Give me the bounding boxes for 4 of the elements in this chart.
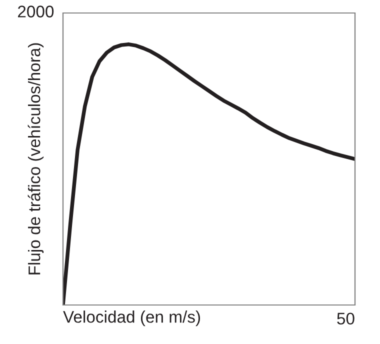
x-axis-title: Velocidad (en m/s) — [63, 310, 200, 326]
text: 2000 — [18, 6, 54, 18]
text: 50 — [337, 312, 354, 325]
y-axis-title: Flujo de tráfico (vehículos/hora) — [28, 43, 44, 274]
